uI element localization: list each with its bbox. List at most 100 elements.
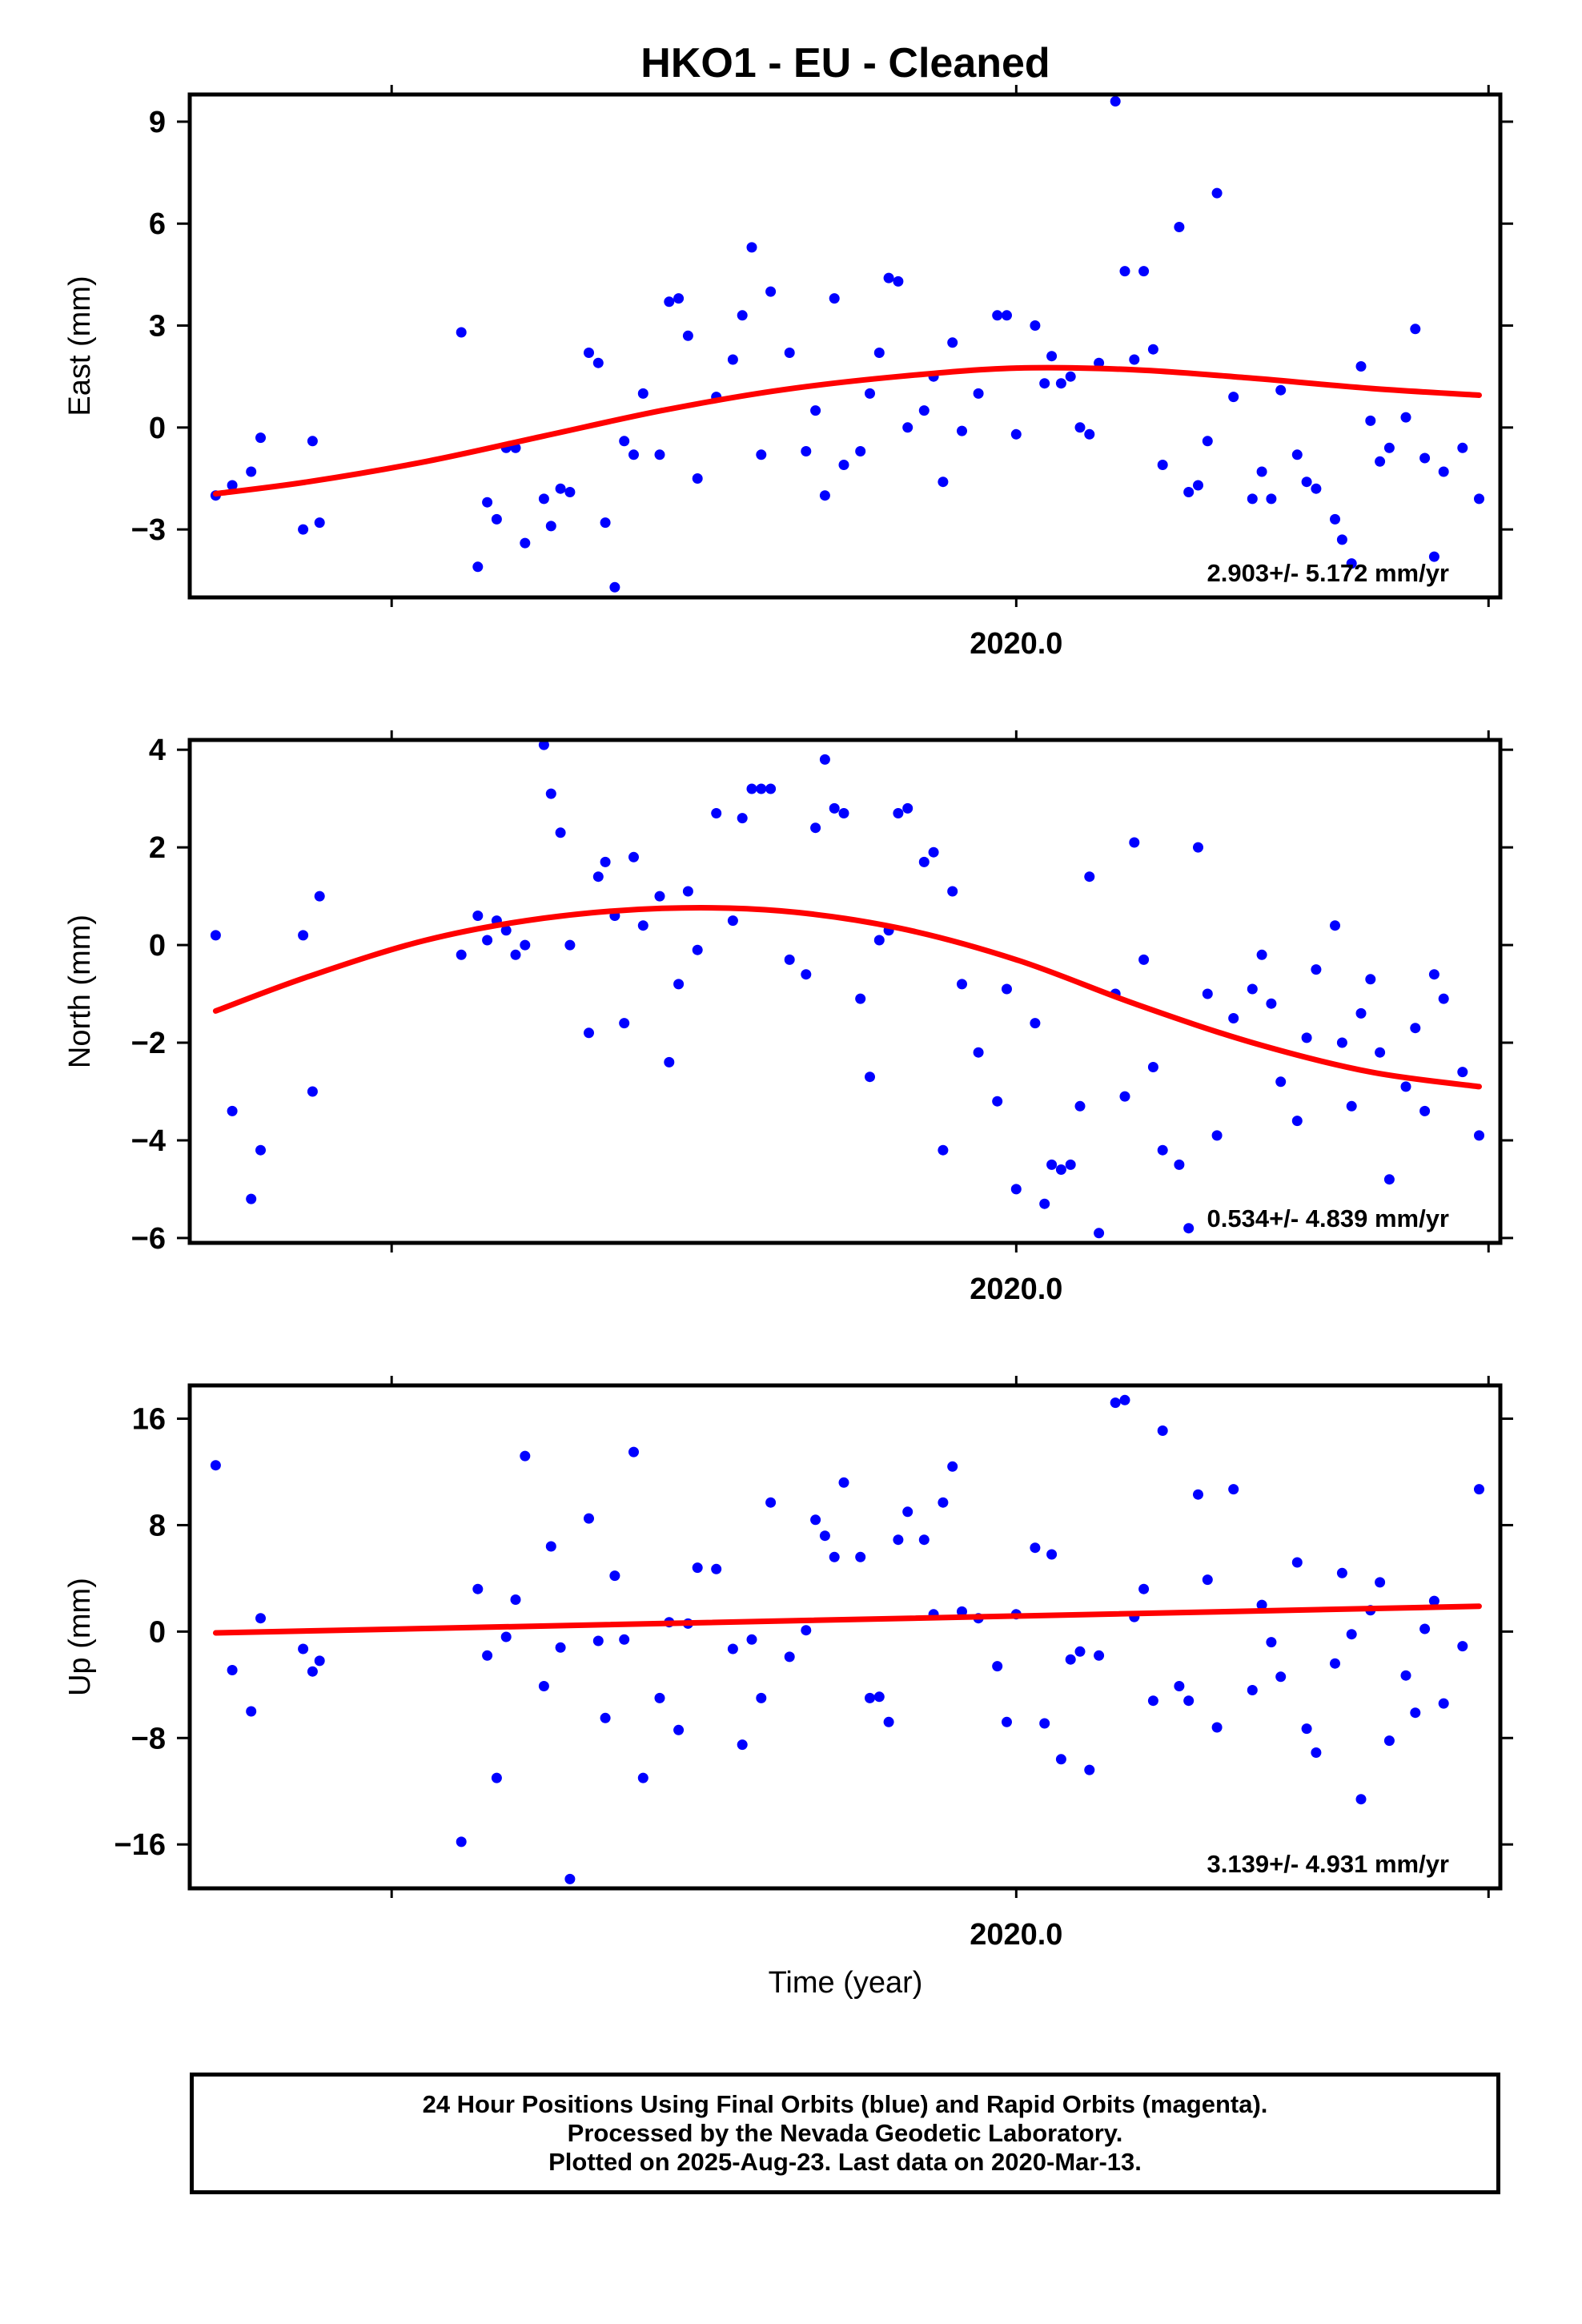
y-tick-label: 3: [149, 310, 166, 344]
data-point: [1094, 1228, 1105, 1239]
data-point: [564, 487, 576, 497]
data-point: [1438, 466, 1449, 477]
panel-3: −16 −8 0 8 16 2020.0 Up (mm) 3.139+/- 4.931 mm/…: [63, 1376, 1513, 1952]
data-point: [664, 1056, 675, 1068]
data-point: [1138, 266, 1150, 277]
data-point: [619, 1634, 630, 1645]
data-point: [1046, 351, 1058, 362]
data-point: [829, 1551, 840, 1562]
data-point: [737, 1739, 748, 1751]
data-point: [1084, 428, 1095, 440]
data-point: [500, 925, 512, 936]
data-point: [592, 871, 604, 883]
data-point: [992, 1661, 1003, 1672]
data-point: [314, 891, 325, 902]
data-point: [1275, 384, 1287, 396]
data-point: [711, 808, 722, 818]
data-point: [1383, 1735, 1395, 1747]
data-point: [227, 480, 238, 491]
data-point: [1228, 1013, 1239, 1023]
data-point: [1129, 837, 1140, 848]
data-point: [893, 808, 904, 818]
data-point: [538, 1681, 549, 1691]
data-point: [592, 357, 604, 368]
data-point: [1074, 1100, 1086, 1112]
plot-frame: [187, 738, 1503, 1245]
data-point: [938, 1144, 949, 1156]
data-point: [600, 856, 611, 867]
data-point: [746, 242, 757, 253]
data-point: [472, 1583, 484, 1594]
data-point: [902, 802, 913, 814]
data-point: [1002, 310, 1012, 321]
data-point: [1438, 993, 1449, 1004]
data-point: [600, 1712, 611, 1723]
data-point: [307, 1086, 318, 1097]
data-point: [893, 1534, 904, 1546]
data-point: [1002, 1716, 1012, 1727]
data-point: [1428, 1595, 1439, 1606]
data-point: [1355, 361, 1367, 372]
data-point: [1030, 1018, 1041, 1029]
data-point: [584, 1027, 594, 1039]
data-point: [1375, 1577, 1386, 1588]
data-point: [664, 296, 675, 308]
data-point: [918, 856, 930, 867]
y-tick-label: −4: [131, 1124, 166, 1158]
data-point: [873, 935, 885, 946]
data-point: [482, 1650, 493, 1661]
x-tick-label: 2020.0: [970, 1273, 1062, 1306]
data-point: [1457, 1067, 1468, 1078]
data-point: [1065, 371, 1076, 382]
panels-group: −3 0 3 6 9 2020.0 East (mm) 2.903+/- 5.172 mm/y…: [63, 85, 1513, 1952]
data-point: [873, 348, 885, 358]
y-tick-label: 16: [132, 1403, 166, 1437]
data-point: [1457, 442, 1468, 453]
data-point: [692, 1562, 703, 1574]
rate-annotation: 0.534+/- 4.839 mm/yr: [1207, 1204, 1449, 1232]
data-point: [1400, 412, 1411, 423]
data-point: [1419, 1623, 1431, 1634]
data-point: [1228, 392, 1239, 403]
data-point: [829, 802, 840, 814]
data-point: [1256, 1599, 1267, 1610]
data-point: [1457, 1641, 1468, 1652]
data-point: [520, 939, 531, 951]
data-point: [609, 581, 620, 593]
data-point: [1094, 357, 1105, 368]
data-point: [628, 1446, 639, 1458]
data-point: [1228, 1484, 1239, 1495]
data-point: [883, 272, 894, 283]
data-point: [1275, 1671, 1287, 1683]
footer-line-1: 24 Hour Positions Using Final Orbits (bl…: [422, 2090, 1268, 2118]
data-point: [1291, 1557, 1303, 1568]
data-point: [855, 1551, 866, 1562]
fit-curve: [212, 364, 1482, 497]
data-point: [637, 920, 648, 931]
data-point: [819, 754, 830, 765]
data-point: [1157, 1425, 1168, 1436]
data-point: [992, 1096, 1003, 1107]
data-point: [1256, 466, 1267, 477]
data-point: [227, 1105, 238, 1116]
data-point: [654, 891, 665, 902]
data-point: [619, 436, 630, 447]
data-point: [510, 949, 521, 960]
data-point: [600, 517, 611, 529]
data-point: [1311, 964, 1322, 975]
data-point: [918, 1534, 930, 1546]
data-point: [819, 490, 830, 501]
data-point: [1084, 871, 1095, 883]
data-point: [592, 1635, 604, 1647]
data-point: [1383, 442, 1395, 453]
data-point: [1010, 428, 1022, 440]
data-point: [538, 739, 549, 750]
data-point: [810, 405, 821, 416]
data-point: [765, 1497, 777, 1508]
data-point: [756, 783, 767, 794]
data-point: [1183, 487, 1195, 497]
y-tick-label: 6: [149, 207, 166, 241]
data-point: [1275, 1076, 1287, 1088]
